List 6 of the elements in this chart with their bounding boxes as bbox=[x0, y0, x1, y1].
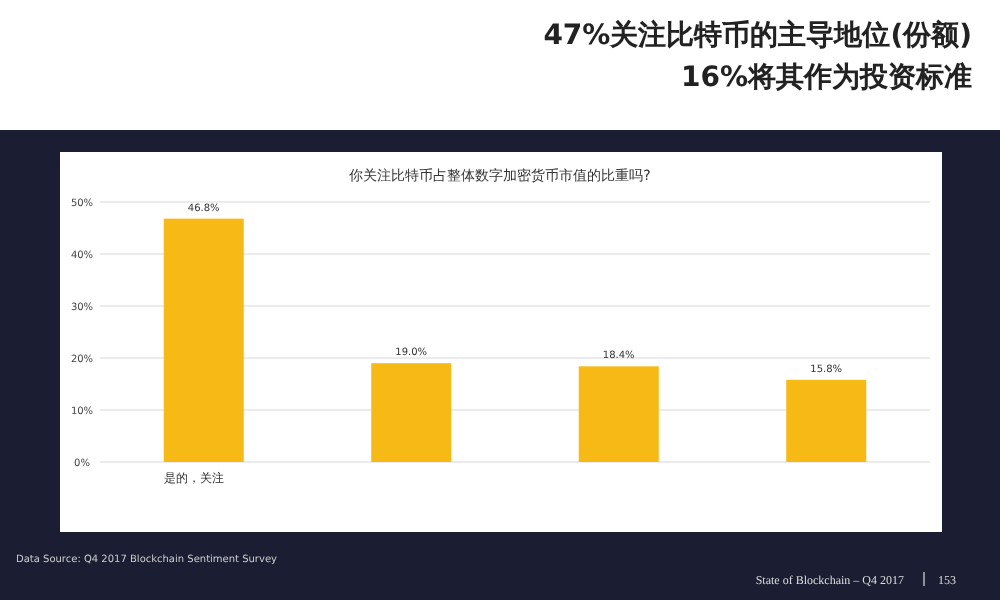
bar bbox=[371, 363, 452, 462]
text: 16%将其作为投资标准 bbox=[680, 62, 972, 94]
bar bbox=[163, 218, 244, 462]
bar bbox=[578, 366, 659, 462]
text: 47%关注比特币的主导地位(份额) bbox=[543, 20, 972, 52]
bar bbox=[786, 379, 867, 462]
